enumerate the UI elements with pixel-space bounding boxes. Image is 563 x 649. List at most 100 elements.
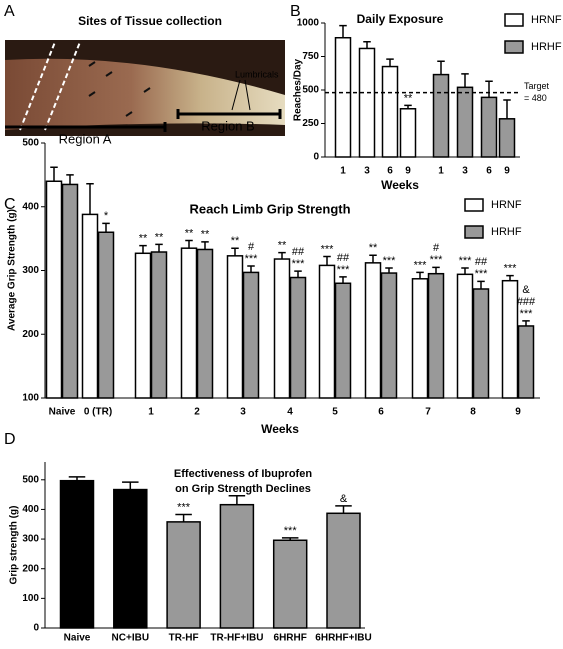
legend-label: HRHF [531,41,562,53]
x-tick-label: Naive [49,407,76,418]
y-tick-label: 750 [302,51,319,62]
annotation: # [433,242,440,254]
error-bar [432,266,440,274]
error-bar [155,243,163,253]
bar [97,231,115,399]
bar [318,264,336,399]
x-tick-label: Naive [64,633,91,644]
y-axis-label: Grip strength (g) [9,506,20,585]
legend-label: HRNF [531,14,562,26]
error-bar [231,247,239,256]
bar [196,248,214,399]
y-tick-label: 1000 [297,18,320,29]
legend-swatch [464,198,484,212]
error-bar [461,73,469,88]
error-bar [485,80,493,98]
annotation: ** [369,242,378,254]
legend-swatch [504,40,524,54]
error-bar [68,476,86,481]
x-tick-label: 6HRHF+IBU [315,633,371,644]
y-tick-label: 100 [22,393,39,404]
annotation: *** [245,253,259,265]
bar [289,276,307,399]
tissue-photo [5,40,285,136]
reference-label: Target [524,81,550,91]
chart-title: on Grip Strength Declines [175,483,311,495]
bar [334,282,352,399]
bar [399,108,417,158]
annotation: ** [201,229,210,241]
x-tick-label: 6HRHF [274,633,307,644]
legend-label: HRNF [491,199,522,211]
error-bar [323,255,331,266]
region-label: Region B [201,118,254,133]
error-bar [416,271,424,279]
error-bar [477,280,485,289]
bar [166,521,201,629]
error-bar [50,166,58,182]
y-tick-label: 100 [22,593,39,604]
annotation: & [340,493,348,505]
bar [326,512,361,629]
bar [517,325,535,399]
error-bar [175,513,192,522]
annotation: *** [459,255,473,267]
bar [150,251,168,399]
chart-title: Reach Limb Grip Strength [189,201,350,216]
annotation: ** [278,240,287,252]
annotation: ### [517,296,536,308]
bar [81,213,99,399]
annotation: ** [231,235,240,247]
x-tick-label: 3 [364,166,370,177]
annotation: & [522,284,530,296]
annotation: ## [475,256,488,268]
x-axis-label: Weeks [381,178,419,192]
error-bar [201,241,209,250]
x-tick-label: 3 [240,407,246,418]
error-bar [139,244,147,254]
error-bar [363,41,371,49]
bar [427,272,445,399]
error-bar [386,58,394,67]
x-tick-label: 4 [287,407,293,418]
error-bar [86,183,94,215]
y-tick-label: 500 [22,138,39,149]
annotation: *** [292,258,306,270]
annotation: ## [337,252,350,264]
chart-title: Daily Exposure [357,12,444,26]
annotation: *** [504,263,518,275]
y-axis-label: Average Grip Strength (g) [7,209,18,331]
annotation: * [104,210,109,222]
x-tick-label: 5 [332,407,338,418]
bar [180,247,198,399]
error-bar [461,267,469,275]
error-bar [278,251,286,260]
bar [113,488,148,629]
y-tick-label: 0 [313,152,319,163]
bar [45,180,63,399]
y-axis-label: Reaches/Day [293,58,304,121]
x-tick-label: 9 [405,166,411,177]
annotation: *** [414,259,428,271]
annotation: *** [520,308,534,320]
bar [364,262,382,399]
bar [501,279,519,399]
bar [226,255,244,399]
error-bar [66,174,74,185]
annotation: # [248,241,255,253]
bar [273,258,291,399]
y-tick-label: 250 [302,118,319,129]
bar [219,503,255,629]
error-bar [339,24,347,38]
annotation: ** [404,92,413,104]
annotation: *** [337,264,351,276]
x-tick-label: 1 [438,166,444,177]
error-bar [506,274,514,281]
x-tick-label: 6 [378,407,384,418]
chart-title: Effectiveness of Ibuprofen [174,468,312,480]
error-bar [437,60,445,75]
bar [380,272,398,399]
y-tick-label: 200 [22,563,39,574]
panel-letter: A [4,3,15,20]
